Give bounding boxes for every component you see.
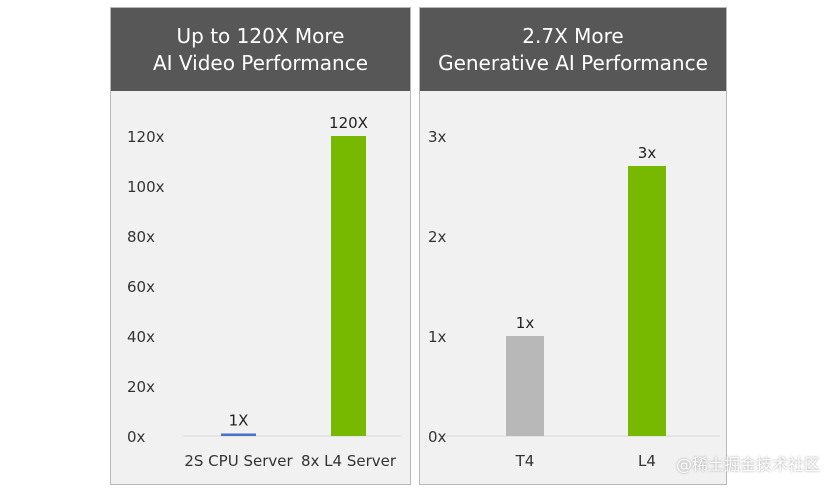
chart-title: Up to 120X More AI Video Performance (111, 8, 410, 91)
data-label: 1x (516, 314, 535, 332)
chart-left: 0x 20x 40x 60x 80x 100x 120x 1X 2S CPU Server 120… (127, 114, 401, 470)
title-line: AI Video Performance (152, 50, 369, 75)
bar (628, 166, 666, 436)
y-tick-label: 0x (428, 428, 447, 446)
bar (506, 336, 544, 436)
y-tick-label: 3x (428, 128, 447, 146)
data-label: 120X (329, 114, 368, 132)
data-label: 1X (229, 412, 249, 430)
title-line: Up to 120X More (176, 23, 345, 48)
title-line: Generative AI Performance (438, 50, 708, 75)
chart-title: 2.7X More Generative AI Performance (420, 8, 726, 91)
y-tick-label: 40x (127, 328, 155, 346)
y-tick-label: 80x (127, 228, 155, 246)
y-tick-label: 120x (127, 128, 165, 146)
chart-panel-left: Up to 120X More AI Video Performance 0x 20… (110, 7, 411, 485)
chart-panel-right: 2.7X More Generative AI Performance 0x 1x 2… (419, 7, 727, 485)
bar (221, 433, 256, 436)
data-label: 3x (638, 144, 657, 162)
x-tick-label: L4 (638, 452, 656, 470)
x-tick-label: 2S CPU Server (184, 452, 293, 470)
y-tick-label: 100x (127, 178, 165, 196)
y-tick-label: 60x (127, 278, 155, 296)
watermark: @稀土掘金技术社区 (675, 455, 820, 474)
y-tick-label: 0x (127, 428, 146, 446)
x-tick-label: 8x L4 Server (301, 452, 397, 470)
y-tick-label: 2x (428, 228, 447, 246)
x-tick-label: T4 (515, 452, 535, 470)
chart-right: 0x 1x 2x 3x 1x T4 3x L4 (428, 128, 720, 470)
y-tick-label: 20x (127, 378, 155, 396)
title-line: 2.7X More (522, 23, 624, 48)
y-tick-label: 1x (428, 328, 447, 346)
bar (331, 136, 366, 436)
